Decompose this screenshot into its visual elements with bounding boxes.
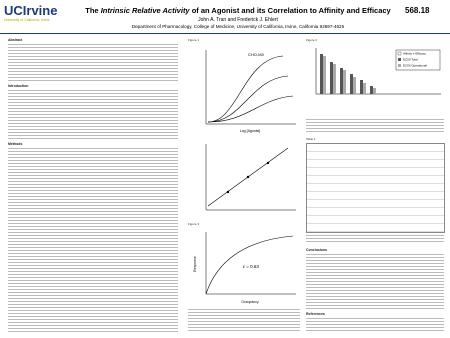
figure-label: Figure 2: [306, 38, 318, 42]
title-part: of an Agonist and its Correlation to Aff…: [189, 6, 391, 15]
cell-label: CHO-M3: [248, 52, 265, 57]
divider: [0, 33, 450, 34]
text-block: [306, 253, 444, 309]
text-block: [306, 317, 444, 333]
title: The Intrinsic Relative Activity of an Ag…: [78, 6, 398, 15]
figure-1b: [205, 144, 296, 211]
figure-label: Figure 1: [188, 38, 200, 42]
figure-label: Figure 3: [188, 222, 200, 226]
table: [306, 143, 445, 233]
legend-entry: EC50 Operational: [403, 64, 427, 68]
table-label: Table 1: [306, 137, 316, 141]
section-heading: Methods: [8, 142, 23, 146]
caption: [306, 234, 444, 244]
title-part: The: [85, 6, 101, 15]
caption: [306, 118, 444, 132]
poster-number: 568.18: [405, 6, 430, 15]
caption: [188, 308, 300, 332]
figure-2: Affinity × Efficacy EC50 Total EC50 Oper…: [315, 48, 441, 95]
legend-entry: Affinity × Efficacy: [403, 52, 426, 56]
y-axis-label: Response: [193, 256, 197, 272]
text-block: [8, 147, 178, 332]
title-part: Intrinsic Relative Activity: [100, 6, 190, 15]
logo-text: UCIrvine: [4, 3, 58, 18]
annotation: ε = 0.63: [243, 264, 259, 269]
figure-3: ε = 0.63 Occupancy Response: [193, 232, 296, 304]
x-axis-label: Occupancy: [241, 300, 259, 304]
logo-sub: University of California, Irvine: [4, 18, 50, 22]
section-heading: Abstract: [8, 38, 23, 42]
section-heading: Conclusions: [306, 248, 328, 252]
section-heading: Introduction: [8, 84, 29, 88]
authors: John A. Tran and Frederick J. Ehlert: [198, 17, 278, 23]
affiliation: Department of Pharmacology, College of M…: [131, 24, 345, 29]
text-block: [8, 43, 178, 81]
text-block: [8, 89, 178, 139]
section-heading: References: [306, 312, 325, 316]
logo: UCIrvine University of California, Irvin…: [4, 4, 74, 26]
legend-entry: EC50 Total: [403, 58, 418, 62]
x-axis-label: Log [Agonist]: [240, 129, 260, 133]
figure-1: CHO-M3 Log [Agonist]: [205, 50, 296, 133]
